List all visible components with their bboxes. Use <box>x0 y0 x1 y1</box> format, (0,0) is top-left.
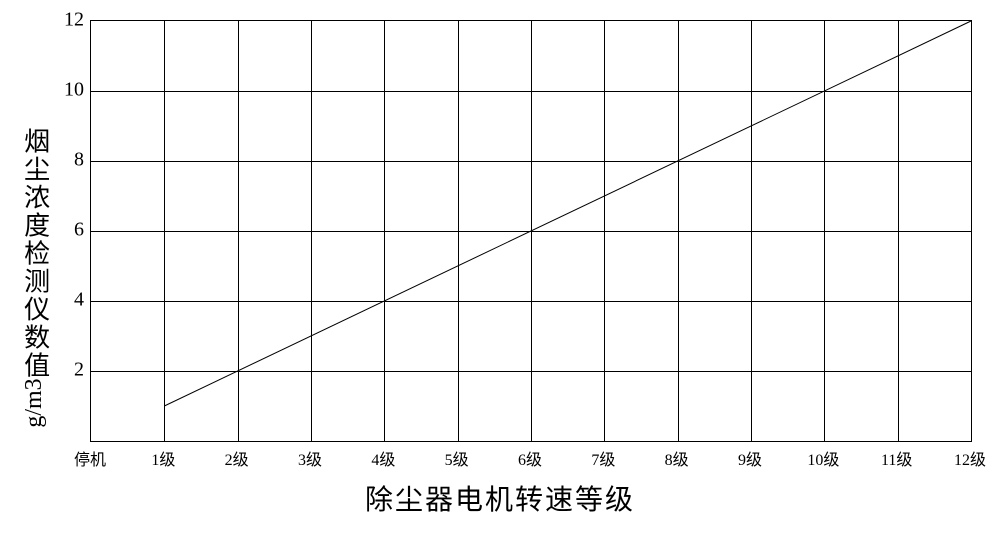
x-tick-label: 10级 <box>807 446 839 470</box>
y-tick-label: 6 <box>60 219 84 242</box>
x-tick-label: 9级 <box>738 446 762 470</box>
x-tick-label: 8级 <box>665 446 689 470</box>
y-tick-label: 2 <box>60 359 84 382</box>
x-axis-label: 除尘器电机转速等级 <box>365 478 635 518</box>
x-tick-label: 3级 <box>298 446 322 470</box>
x-tick-label: 2级 <box>225 446 249 470</box>
y-axis-unit: g/m3 <box>21 378 48 427</box>
x-tick-label: 12级 <box>954 446 986 470</box>
y-tick-label: 8 <box>60 149 84 172</box>
y-axis-label: 烟尘浓度检测仪数值g/m3 <box>10 127 59 406</box>
plot-area <box>90 20 972 442</box>
y-tick-label: 10 <box>60 79 84 102</box>
y-axis-label-text: 烟尘浓度检测仪数值 <box>21 127 50 379</box>
chart-container: 烟尘浓度检测仪数值g/m3 除尘器电机转速等级 停机 1级 2级 3级 4级 5级 6级 7级… <box>0 0 1000 533</box>
x-tick-label: 5级 <box>445 446 469 470</box>
x-tick-label: 1级 <box>151 446 175 470</box>
x-tick-label: 4级 <box>371 446 395 470</box>
x-tick-label: 11级 <box>881 446 912 470</box>
x-tick-label: 停机 <box>74 446 106 470</box>
data-line <box>91 21 971 441</box>
y-tick-label: 4 <box>60 289 84 312</box>
x-tick-label: 6级 <box>518 446 542 470</box>
y-tick-label: 12 <box>60 9 84 32</box>
x-tick-label: 7级 <box>591 446 615 470</box>
